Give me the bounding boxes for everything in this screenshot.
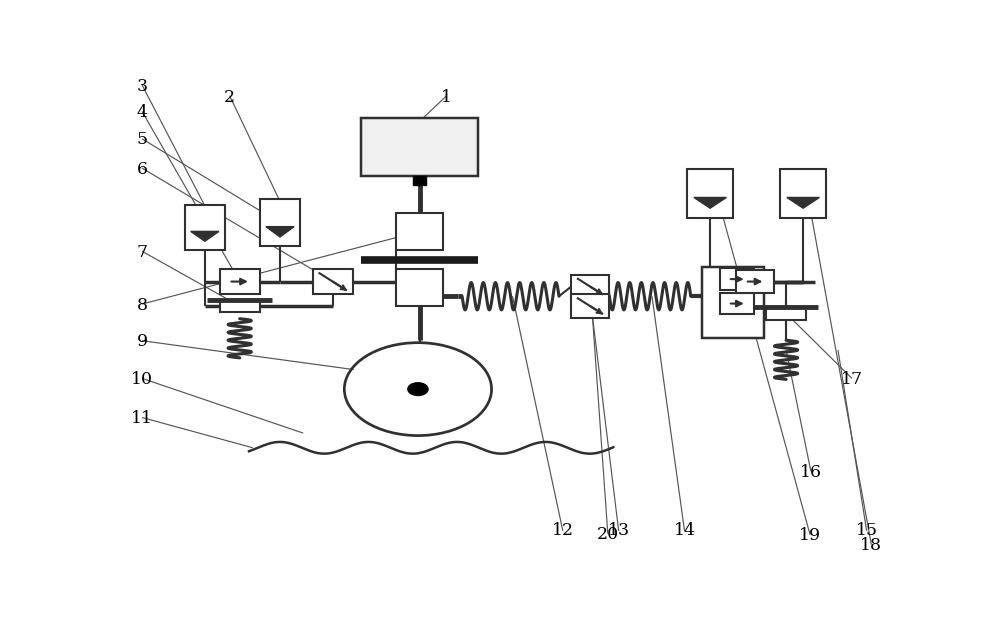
- Bar: [780, 169, 826, 218]
- Text: 14: 14: [674, 523, 696, 539]
- Bar: [185, 205, 225, 250]
- Polygon shape: [266, 227, 294, 237]
- Bar: [736, 270, 774, 293]
- Bar: [766, 307, 806, 319]
- Text: 15: 15: [856, 523, 878, 539]
- Text: 11: 11: [131, 410, 153, 427]
- Text: 4: 4: [137, 104, 148, 121]
- Text: 7: 7: [136, 244, 148, 261]
- Bar: [571, 294, 609, 318]
- Circle shape: [408, 383, 428, 396]
- Polygon shape: [694, 197, 726, 208]
- Bar: [220, 269, 260, 294]
- Text: 20: 20: [597, 526, 619, 544]
- Bar: [260, 199, 300, 246]
- Bar: [396, 269, 443, 306]
- Text: 17: 17: [841, 371, 863, 388]
- Text: 12: 12: [552, 523, 574, 539]
- Bar: [313, 269, 353, 294]
- Bar: [396, 213, 443, 250]
- Text: 10: 10: [131, 371, 153, 388]
- Bar: [413, 177, 426, 185]
- Polygon shape: [191, 231, 219, 241]
- Text: 13: 13: [608, 523, 630, 539]
- Text: 16: 16: [800, 464, 822, 481]
- Text: 19: 19: [799, 527, 821, 544]
- Bar: [702, 267, 764, 338]
- Bar: [720, 293, 754, 314]
- Text: 5: 5: [136, 131, 148, 148]
- Bar: [571, 275, 609, 298]
- Polygon shape: [787, 197, 819, 208]
- Text: 6: 6: [137, 161, 148, 178]
- Bar: [220, 300, 260, 312]
- Text: 8: 8: [137, 297, 148, 314]
- Text: 3: 3: [136, 79, 148, 95]
- Bar: [361, 117, 478, 177]
- Text: 2: 2: [224, 89, 235, 105]
- Text: 18: 18: [860, 537, 882, 554]
- Bar: [687, 169, 733, 218]
- Text: 9: 9: [136, 333, 148, 350]
- Text: 1: 1: [441, 89, 452, 105]
- Bar: [720, 269, 754, 290]
